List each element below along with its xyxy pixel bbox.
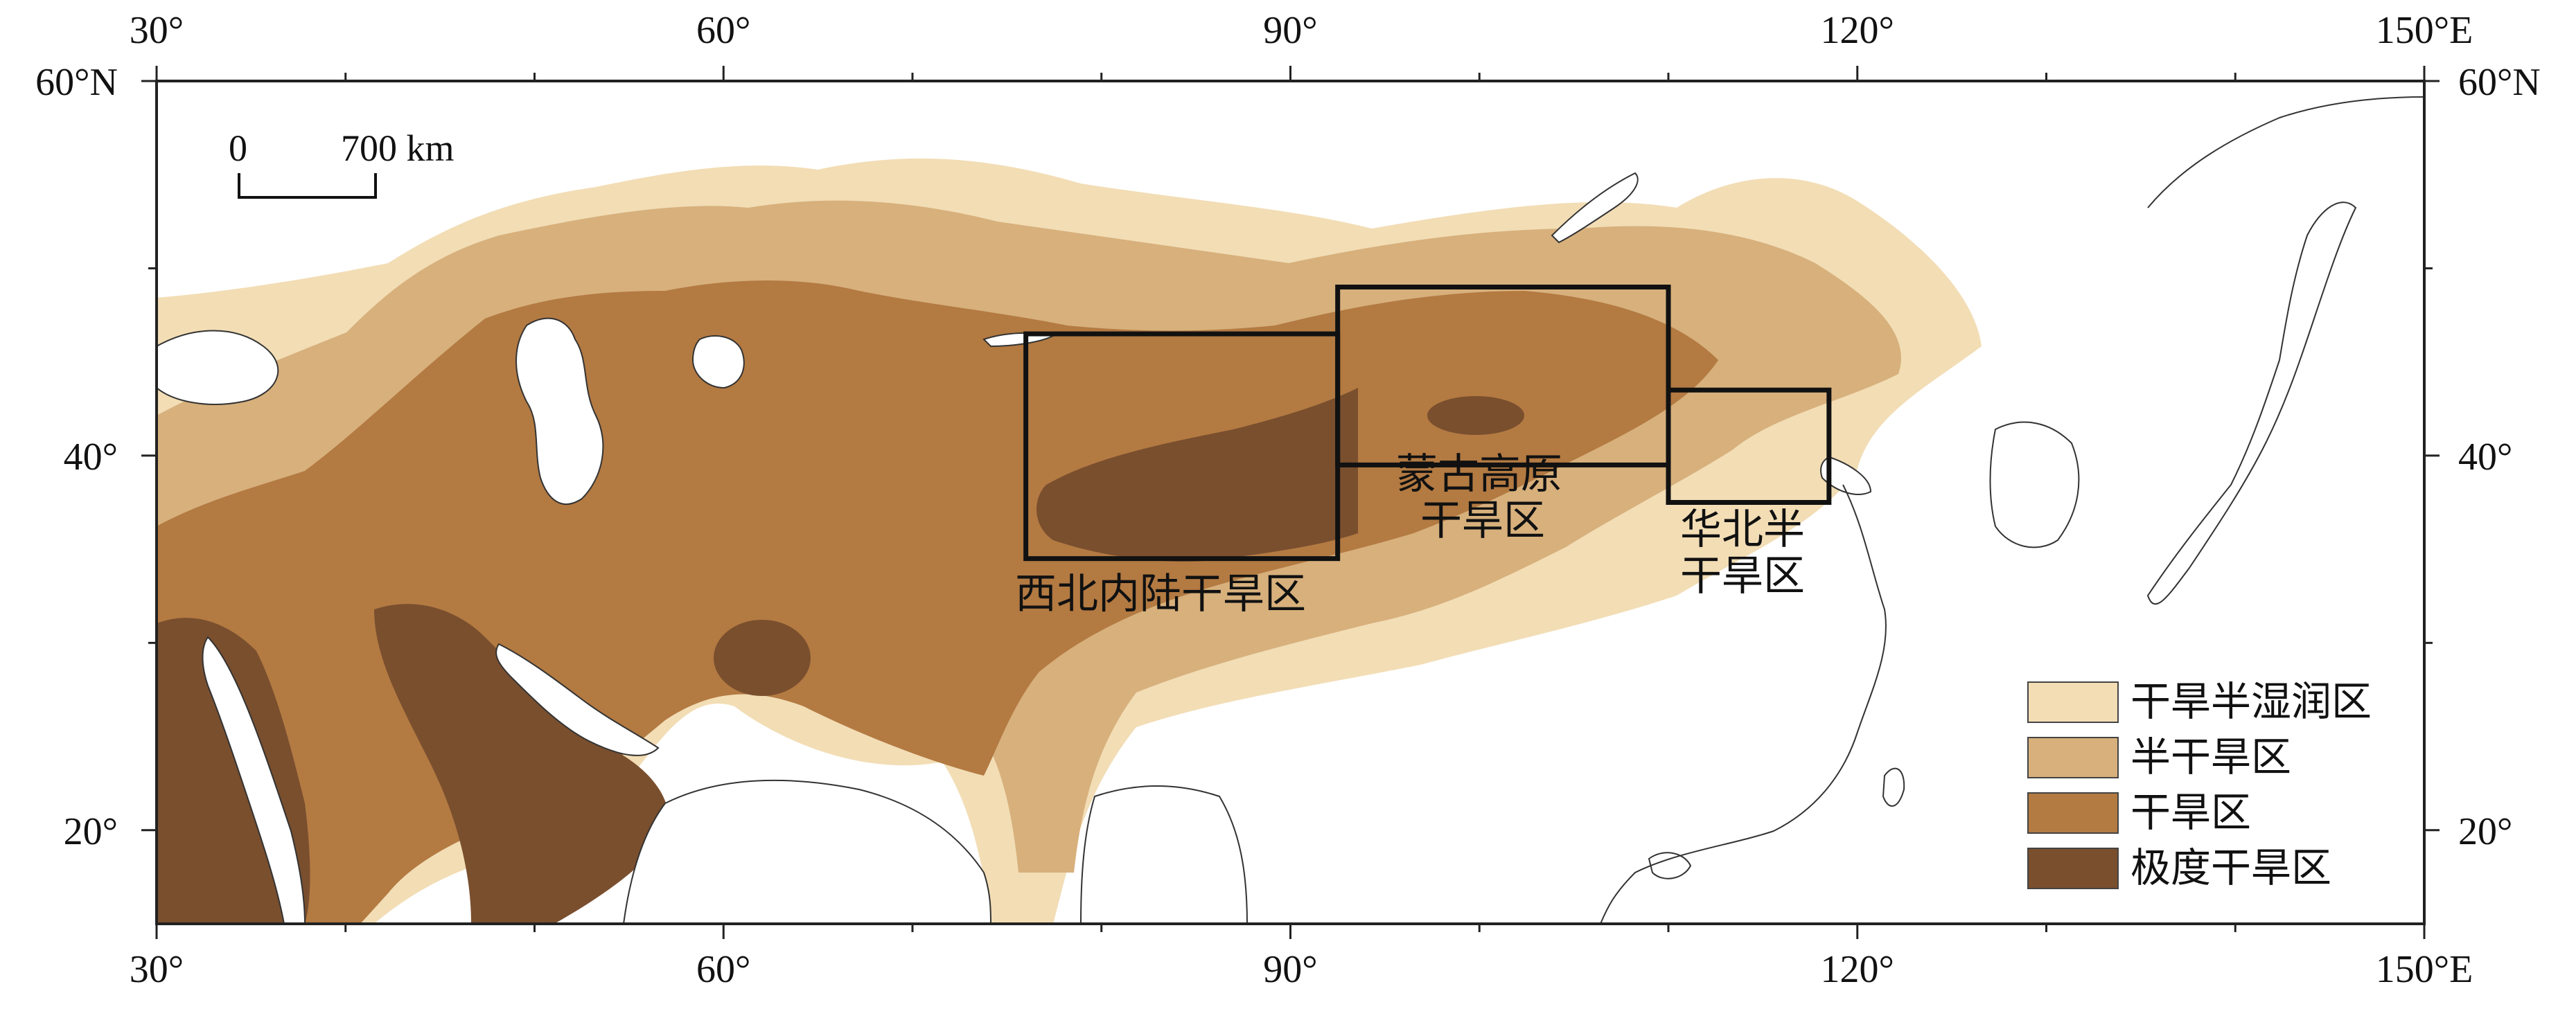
label-northwest-arid: 西北内陆干旱区: [1015, 570, 1306, 618]
axis-ticks: [141, 66, 2440, 939]
bottom-lon-label: 90°: [1263, 948, 1317, 991]
label-north-china-line2: 干旱区: [1680, 552, 1805, 600]
bottom-lon-label: 120°: [1821, 948, 1894, 991]
top-lon-label: 30°: [130, 9, 184, 52]
left-lat-label: 60°N: [35, 61, 118, 104]
bottom-lon-label: 60°: [696, 948, 750, 991]
legend-label: 极度干旱区: [2131, 844, 2331, 891]
aral-sea: [691, 335, 745, 389]
left-lat-label: 20°: [64, 810, 118, 853]
legend-label: 干旱区: [2131, 789, 2251, 836]
top-lon-label: 90°: [1263, 9, 1317, 52]
left-lat-label: 40°: [64, 436, 118, 479]
zone-hyper-arid-iran: [714, 620, 811, 696]
water-bodies: [156, 172, 1872, 925]
region-boxes: [1023, 284, 1832, 562]
axis-labels: 30° 30° 60° 60° 90° 90° 120° 120° 150°E 150°E 60°N…: [35, 9, 2541, 991]
hainan-outline: [1648, 852, 1692, 879]
bottom-lon-label: 150°E: [2376, 948, 2473, 991]
right-lat-label: 60°N: [2458, 61, 2541, 104]
zone-hyper-arid-rub: [374, 604, 669, 924]
mongolia-box: [1335, 284, 1671, 467]
china-coastline: [1600, 484, 1887, 925]
zone-hyper-arid-tarim: [1036, 388, 1358, 562]
label-mongolia-line1: 蒙古高原: [1396, 450, 1562, 499]
scale-bar-line: [238, 173, 377, 199]
zone-hyper-arid-alashan: [1427, 396, 1524, 435]
label-mongolia-line2: 干旱区: [1420, 497, 1545, 545]
bottom-lon-label: 30°: [130, 948, 184, 991]
north-china-box: [1666, 387, 1832, 505]
right-lat-label: 20°: [2458, 810, 2512, 853]
scale-bar: 0 700 km: [229, 127, 455, 199]
scale-zero-label: 0: [229, 127, 247, 169]
legend-swatch: [2027, 737, 2119, 778]
arabian-sea: [622, 779, 992, 925]
bay-of-bengal: [1079, 785, 1249, 925]
taiwan-outline: [1882, 767, 1905, 807]
korea-outline: [1989, 421, 2080, 548]
coastlines: [1600, 96, 2425, 925]
russia-coast: [2147, 96, 2425, 208]
legend-swatch: [2027, 681, 2119, 723]
legend-label: 半干旱区: [2131, 733, 2291, 780]
legend-label: 干旱半湿润区: [2131, 678, 2372, 725]
region-labels: 西北内陆干旱区 蒙古高原 干旱区 华北半 干旱区: [1015, 450, 1805, 618]
legend-swatch: [2027, 848, 2119, 889]
label-north-china-line1: 华北半: [1680, 506, 1805, 554]
black-sea: [156, 330, 279, 405]
persian-gulf: [495, 643, 660, 756]
legend-swatch: [2027, 792, 2119, 834]
bohai-sea: [1820, 456, 1872, 495]
japan-outline: [2146, 202, 2357, 605]
top-lon-label: 150°E: [2376, 9, 2473, 52]
top-lon-label: 120°: [1821, 9, 1894, 52]
top-lon-label: 60°: [696, 9, 750, 52]
scale-distance-label: 700 km: [341, 127, 455, 169]
caspian-sea: [515, 317, 604, 506]
lake-baikal: [1551, 172, 1639, 244]
right-lat-label: 40°: [2458, 436, 2512, 479]
